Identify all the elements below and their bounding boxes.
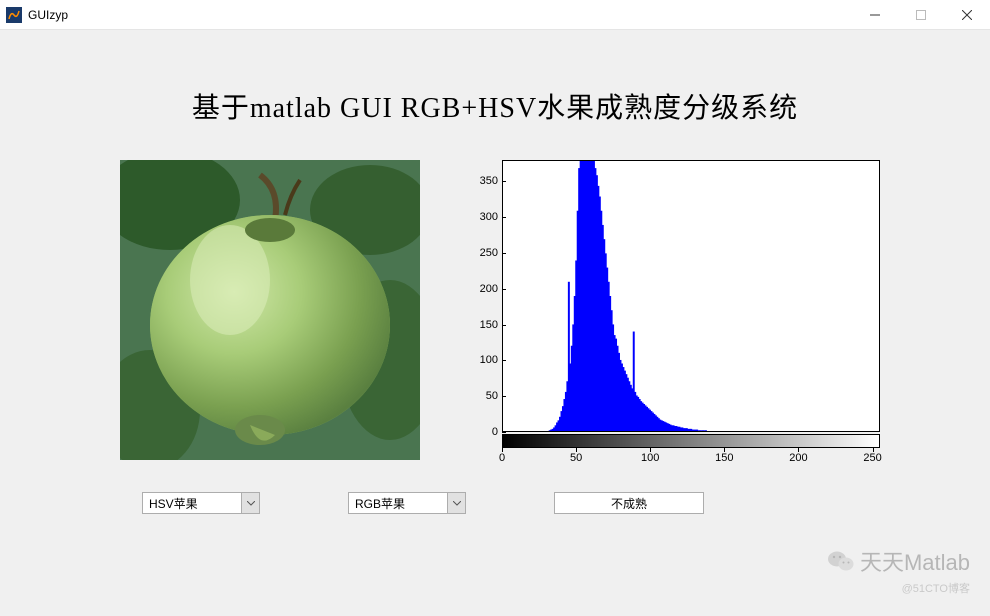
wechat-icon — [828, 550, 854, 578]
controls-row: HSV苹果 RGB苹果 不成熟 — [142, 492, 704, 514]
y-tick-label: 350 — [462, 175, 498, 187]
y-tick-label: 300 — [462, 211, 498, 223]
window-title: GUIzyp — [28, 8, 68, 22]
minimize-button[interactable] — [852, 0, 898, 30]
watermark: 天天Matlab @51CTO博客 — [828, 545, 970, 596]
chevron-down-icon — [447, 493, 465, 513]
x-tick-label: 150 — [715, 452, 733, 464]
rgb-dropdown[interactable]: RGB苹果 — [348, 492, 466, 514]
app-icon — [6, 7, 22, 23]
x-tick-label: 50 — [570, 452, 582, 464]
histogram-plot — [502, 160, 880, 432]
figure-panel: 基于matlab GUI RGB+HSV水果成熟度分级系统 — [0, 30, 990, 616]
window-controls — [852, 0, 990, 29]
fruit-image-axes — [120, 160, 420, 460]
y-tick-label: 50 — [462, 390, 498, 402]
x-tick-label: 0 — [499, 452, 505, 464]
intensity-gradient-bar — [502, 434, 880, 448]
histogram-axes: 0 50 100 150 200 250 300 350 0 50 100 150 200 250 — [460, 160, 880, 470]
y-tick-label: 0 — [462, 426, 498, 438]
hsv-dropdown-label: HSV苹果 — [143, 495, 241, 512]
page-title: 基于matlab GUI RGB+HSV水果成熟度分级系统 — [0, 86, 990, 126]
watermark-main: 天天Matlab — [828, 545, 970, 578]
maximize-button[interactable] — [898, 0, 944, 30]
x-tick-label: 250 — [863, 452, 881, 464]
result-display: 不成熟 — [554, 492, 704, 514]
x-tick-label: 100 — [641, 452, 659, 464]
y-tick-label: 200 — [462, 283, 498, 295]
content-row: 0 50 100 150 200 250 300 350 0 50 100 150 200 250 — [120, 160, 880, 470]
x-tick-label: 200 — [789, 452, 807, 464]
close-button[interactable] — [944, 0, 990, 30]
rgb-dropdown-label: RGB苹果 — [349, 495, 447, 512]
watermark-sub: @51CTO博客 — [828, 580, 970, 596]
chevron-down-icon — [241, 493, 259, 513]
window-titlebar: GUIzyp — [0, 0, 990, 30]
y-tick-label: 150 — [462, 319, 498, 331]
result-text: 不成熟 — [611, 495, 647, 512]
hsv-dropdown[interactable]: HSV苹果 — [142, 492, 260, 514]
y-tick-label: 250 — [462, 247, 498, 259]
y-tick-label: 100 — [462, 354, 498, 366]
